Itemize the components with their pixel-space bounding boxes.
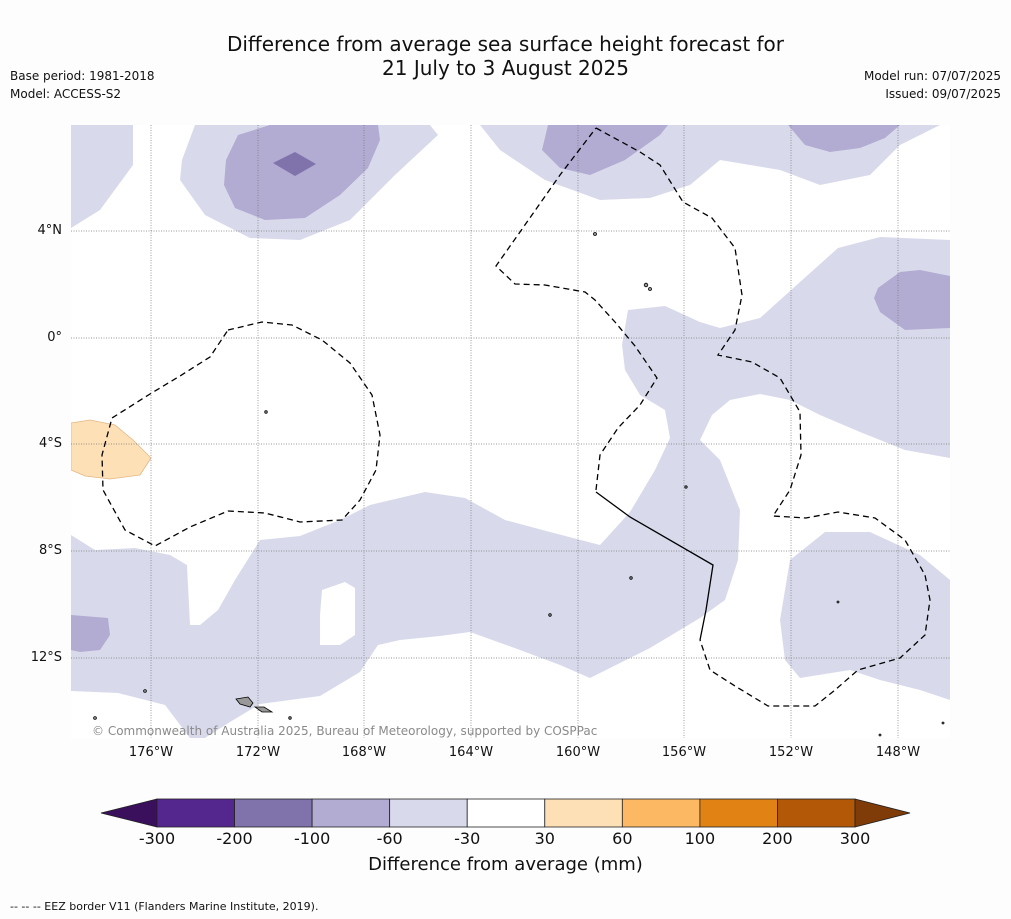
colorbar-swatch	[156, 798, 235, 828]
lon-label-168w: 168°W	[341, 745, 387, 760]
colorbar-swatches	[156, 798, 856, 828]
colorbar-swatch	[234, 798, 313, 828]
colorbar-swatch	[621, 798, 701, 828]
lon-label-160w: 160°W	[555, 745, 601, 760]
colorbar-tick-label: 60	[612, 829, 633, 848]
lat-label-0: 0°	[47, 330, 62, 345]
colorbar-tick-label: -200	[216, 829, 253, 848]
anomaly-regions-medium	[71, 125, 950, 652]
islands	[93, 232, 945, 737]
lon-label-172w: 172°W	[235, 745, 281, 760]
colorbar-min-arrow	[100, 798, 158, 828]
colorbar-tick-label: -100	[293, 829, 331, 848]
meta-right: Model run: 07/07/2025 Issued: 09/07/2025	[864, 67, 1001, 103]
model-name: Model: ACCESS-S2	[10, 87, 122, 101]
lon-label-152w: 152°W	[768, 745, 814, 760]
eez-borders	[101, 127, 931, 707]
eez-solid-border	[595, 491, 714, 641]
eez-legend-note: -- -- -- EEZ border V11 (Flanders Marine…	[10, 900, 319, 913]
colorbar-tick-label: 300	[839, 829, 871, 848]
lon-label-156w: 156°W	[661, 745, 707, 760]
lat-label-4n: 4°N	[37, 223, 63, 238]
lon-label-176w: 176°W	[128, 745, 174, 760]
neutral-pocket	[320, 582, 355, 645]
colorbar-swatch	[699, 798, 778, 828]
colorbar-tick-label: -300	[138, 829, 176, 848]
model-run: Model run: 07/07/2025	[863, 69, 1001, 83]
map-title: Difference from average sea surface heig…	[0, 32, 1011, 80]
colorbar-tick-label: 200	[762, 829, 793, 848]
colorbar-tick-label: 100	[684, 829, 716, 848]
lon-label-164w: 164°W	[448, 745, 494, 760]
base-period: Base period: 1981-2018	[10, 69, 155, 83]
colorbar-title: Difference from average (mm)	[368, 854, 643, 875]
lat-label-4s: 4°S	[38, 436, 62, 451]
lat-label-8s: 8°S	[38, 543, 62, 558]
meta-left: Base period: 1981-2018 Model: ACCESS-S2	[10, 67, 155, 103]
copyright-notice: © Commonwealth of Australia 2025, Bureau…	[92, 724, 598, 738]
colorbar-swatch	[544, 798, 623, 828]
graticule	[71, 125, 950, 738]
colorbar-swatch	[311, 798, 391, 828]
colorbar-tick-label: -60	[376, 829, 403, 848]
colorbar	[100, 798, 911, 828]
positive-anomaly-region	[71, 419, 152, 480]
colorbar-swatch	[777, 798, 856, 828]
title-line-2: 21 July to 3 August 2025	[382, 56, 629, 80]
colorbar-max-arrow	[854, 798, 911, 828]
colorbar-tick-label: 30	[534, 829, 555, 848]
lon-label-148w: 148°W	[875, 745, 921, 760]
colorbar-tick-label: -30	[454, 829, 481, 848]
lat-label-12s: 12°S	[30, 650, 62, 665]
anomaly-region-strong	[273, 152, 316, 176]
title-line-1: Difference from average sea surface heig…	[226, 32, 785, 56]
issued-date: Issued: 09/07/2025	[885, 87, 1001, 101]
colorbar-swatch	[389, 798, 468, 828]
colorbar-swatch	[466, 798, 546, 828]
